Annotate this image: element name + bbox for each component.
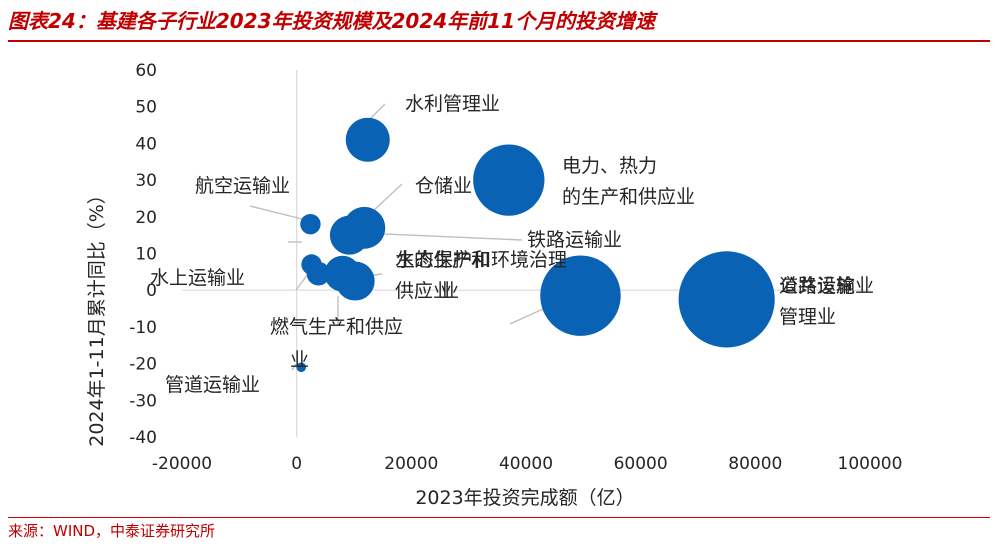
- source-note: 来源：WIND，中泰证券研究所: [8, 522, 216, 540]
- bubble-label: 供应业: [395, 280, 452, 302]
- axes: -20000 0 20000 40000 60000 80000 100000 60 50 40 3…: [129, 61, 902, 474]
- bubble-label: 生态保护和环境治理: [396, 249, 567, 271]
- bubble-label: 电力、热力: [562, 155, 657, 177]
- y-tick-label: 50: [135, 98, 157, 118]
- bubble-label: 燃气生产和供应: [270, 316, 403, 338]
- bubble: [329, 215, 369, 255]
- bubble-label: 管道运输业: [165, 374, 260, 396]
- bubble: [296, 362, 307, 373]
- x-tick-label: 20000: [384, 454, 438, 474]
- bubble: [473, 144, 545, 216]
- y-tick-label: 20: [135, 208, 157, 228]
- y-tick-label: 0: [146, 281, 157, 301]
- y-tick-label: 10: [135, 245, 157, 265]
- source-divider: [8, 517, 990, 518]
- bubble-chart: -20000 0 20000 40000 60000 80000 100000 60 50 40 3…: [86, 61, 902, 509]
- bubble-label: 业: [290, 349, 309, 371]
- x-axis-label: 2023年投资完成额（亿）: [415, 487, 634, 509]
- bubble: [335, 261, 375, 301]
- x-tick-label: 40000: [499, 454, 553, 474]
- bubble-label: 道路运输业: [779, 275, 874, 297]
- bubble-label: 的生产和供应业: [562, 186, 695, 208]
- y-tick-label: -20: [129, 355, 157, 375]
- x-tick-label: 60000: [614, 454, 668, 474]
- bubble-label: 管理业: [779, 306, 836, 328]
- x-tick-label: 80000: [728, 454, 782, 474]
- figure-title: 图表24：基建各子行业2023年投资规模及2024年前11个月的投资增速: [8, 9, 655, 33]
- y-tick-label: -10: [129, 318, 157, 338]
- y-tick-label: 30: [135, 171, 157, 191]
- y-axis-label: 2024年1-11月累计同比（%）: [86, 185, 108, 447]
- bubble-label: 公共设施: [779, 275, 855, 297]
- bubble: [306, 261, 331, 286]
- bubble-label: 水上运输业: [150, 267, 245, 289]
- title-divider: [8, 40, 990, 42]
- leader-line: [371, 183, 403, 213]
- bubble-label: 铁路运输业: [527, 229, 622, 251]
- leader-line: [249, 205, 303, 220]
- y-tick-label: 40: [135, 134, 157, 154]
- bubble-label: 水的生产和: [395, 249, 490, 271]
- bubble: [540, 255, 621, 336]
- bubble: [345, 117, 390, 162]
- bubble-label: 仓储业: [415, 175, 472, 197]
- leader-line: [361, 232, 523, 241]
- y-tick-label: 60: [135, 61, 157, 81]
- bubble-label: 业: [440, 280, 459, 302]
- bubble: [300, 213, 321, 235]
- y-tick-label: -40: [129, 428, 157, 448]
- x-tick-label: 0: [291, 454, 302, 474]
- bubble: [678, 251, 775, 348]
- bubble-label: 水利管理业: [405, 93, 500, 115]
- y-tick-label: -30: [129, 391, 157, 411]
- bubble-label: 航空运输业: [195, 175, 290, 197]
- x-tick-label: -20000: [152, 454, 212, 474]
- bubbles: [296, 117, 775, 373]
- x-tick-label: 100000: [838, 454, 903, 474]
- leader-line: [291, 363, 297, 371]
